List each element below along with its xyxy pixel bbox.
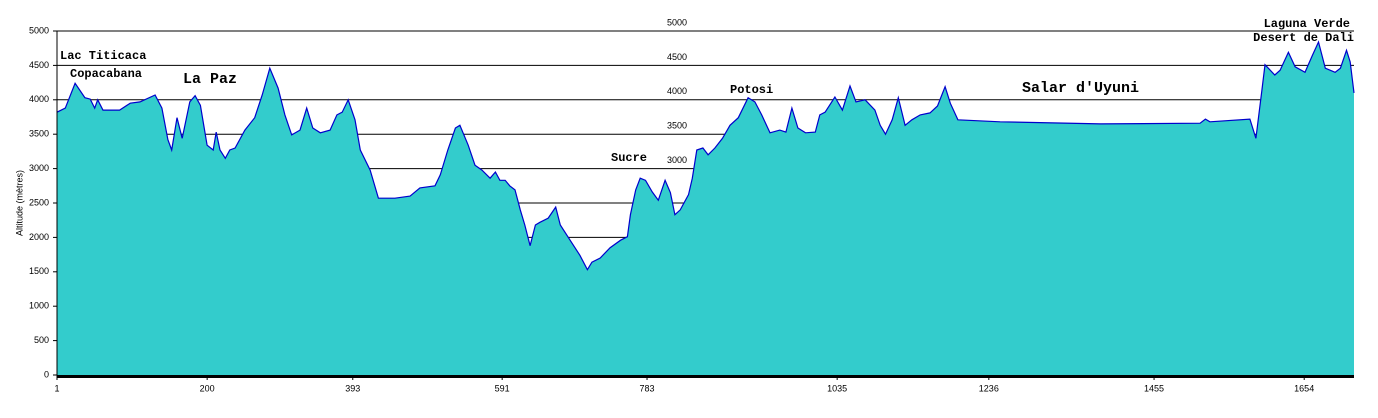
y-tick-label: 2500 xyxy=(29,197,49,207)
x-tick-label: 591 xyxy=(495,383,510,393)
x-tick-label: 1 xyxy=(54,383,59,393)
area-fill xyxy=(57,42,1354,375)
y-tick-label: 1000 xyxy=(29,301,49,311)
inner-y-tick-label: 3500 xyxy=(667,121,687,131)
y-tick-label: 1500 xyxy=(29,266,49,276)
inner-y-tick-label: 3000 xyxy=(667,155,687,165)
place-label: Sucre xyxy=(611,151,647,165)
x-tick-label: 1455 xyxy=(1144,383,1164,393)
x-tick-label: 1654 xyxy=(1294,383,1314,393)
x-tick-label: 1035 xyxy=(827,383,847,393)
place-label: Laguna Verde xyxy=(1264,17,1350,31)
place-label: Potosi xyxy=(730,83,773,97)
y-tick-label: 4500 xyxy=(29,60,49,70)
inner-y-tick-label: 5000 xyxy=(667,17,687,27)
inner-y-tick-label: 4000 xyxy=(667,86,687,96)
x-tick-label: 783 xyxy=(640,383,655,393)
y-axis-label: Altitude (mètres) xyxy=(14,170,24,236)
x-axis-band xyxy=(57,375,1354,378)
y-tick-label: 500 xyxy=(34,335,49,345)
y-tick-label: 3500 xyxy=(29,129,49,139)
place-label: Copacabana xyxy=(70,67,142,81)
y-tick-label: 2000 xyxy=(29,232,49,242)
x-tick-label: 393 xyxy=(345,383,360,393)
area-line xyxy=(56,40,1355,271)
y-tick-label: 5000 xyxy=(29,25,49,35)
y-tick-label: 3000 xyxy=(29,163,49,173)
y-tick-label: 4000 xyxy=(29,94,49,104)
x-tick-label: 200 xyxy=(200,383,215,393)
place-label: Lac Titicaca xyxy=(60,49,146,63)
y-tick-label: 0 xyxy=(44,369,49,379)
place-label: La Paz xyxy=(183,71,237,88)
inner-y-tick-label: 4500 xyxy=(667,52,687,62)
place-label: Desert de Dali xyxy=(1253,31,1354,45)
place-label: Salar d'Uyuni xyxy=(1022,80,1139,97)
x-tick-label: 1236 xyxy=(979,383,999,393)
